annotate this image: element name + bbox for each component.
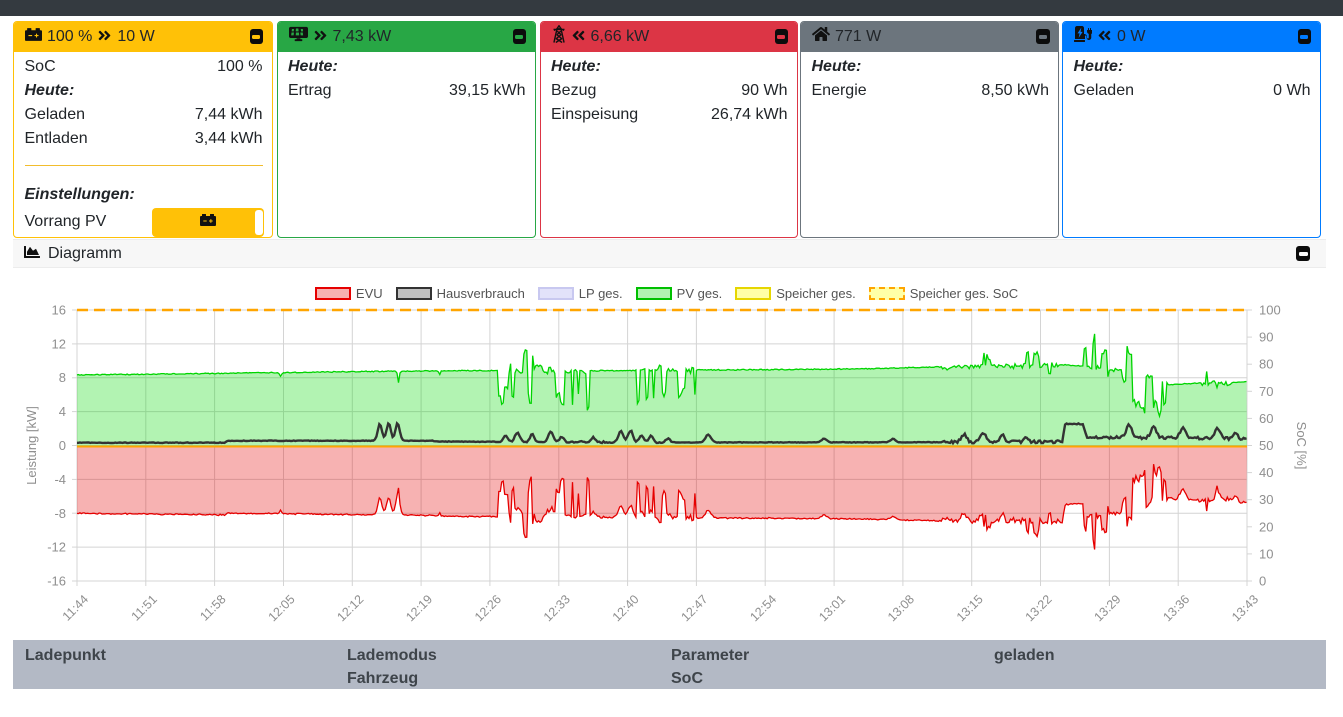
- svg-text:0: 0: [59, 438, 66, 453]
- svg-text:-12: -12: [47, 540, 66, 555]
- svg-text:12:26: 12:26: [472, 592, 504, 624]
- svg-text:13:36: 13:36: [1160, 592, 1192, 624]
- svg-text:13:29: 13:29: [1092, 592, 1124, 624]
- svg-text:70: 70: [1259, 384, 1273, 399]
- svg-text:-4: -4: [54, 472, 66, 487]
- svg-text:13:15: 13:15: [954, 592, 986, 624]
- svg-text:12:05: 12:05: [266, 592, 298, 624]
- svg-text:13:01: 13:01: [816, 592, 848, 624]
- svg-text:50: 50: [1259, 438, 1273, 453]
- svg-text:12: 12: [52, 336, 66, 351]
- svg-text:40: 40: [1259, 465, 1273, 480]
- svg-text:12:40: 12:40: [610, 592, 642, 624]
- svg-text:90: 90: [1259, 330, 1273, 345]
- svg-text:16: 16: [52, 303, 66, 318]
- svg-text:0: 0: [1259, 574, 1266, 589]
- svg-text:8: 8: [59, 370, 66, 385]
- svg-text:4: 4: [59, 404, 66, 419]
- svg-text:12:19: 12:19: [403, 592, 435, 624]
- svg-text:12:47: 12:47: [679, 592, 711, 624]
- svg-text:100: 100: [1259, 303, 1281, 318]
- svg-text:13:43: 13:43: [1229, 592, 1261, 624]
- svg-text:-8: -8: [54, 506, 66, 521]
- svg-text:20: 20: [1259, 519, 1273, 534]
- svg-text:80: 80: [1259, 357, 1273, 372]
- svg-text:12:12: 12:12: [334, 592, 366, 624]
- svg-text:13:22: 13:22: [1023, 592, 1055, 624]
- svg-text:-16: -16: [47, 574, 66, 589]
- svg-text:30: 30: [1259, 492, 1273, 507]
- svg-text:11:58: 11:58: [197, 592, 228, 623]
- svg-text:12:33: 12:33: [541, 592, 573, 624]
- svg-text:Leistung [kW]: Leistung [kW]: [24, 406, 39, 485]
- svg-text:60: 60: [1259, 411, 1273, 426]
- svg-text:10: 10: [1259, 546, 1273, 561]
- svg-text:12:54: 12:54: [747, 592, 779, 624]
- svg-text:11:51: 11:51: [129, 592, 160, 623]
- svg-text:SoC [%]: SoC [%]: [1294, 422, 1309, 470]
- svg-text:13:08: 13:08: [885, 592, 917, 624]
- svg-text:11:44: 11:44: [60, 592, 91, 623]
